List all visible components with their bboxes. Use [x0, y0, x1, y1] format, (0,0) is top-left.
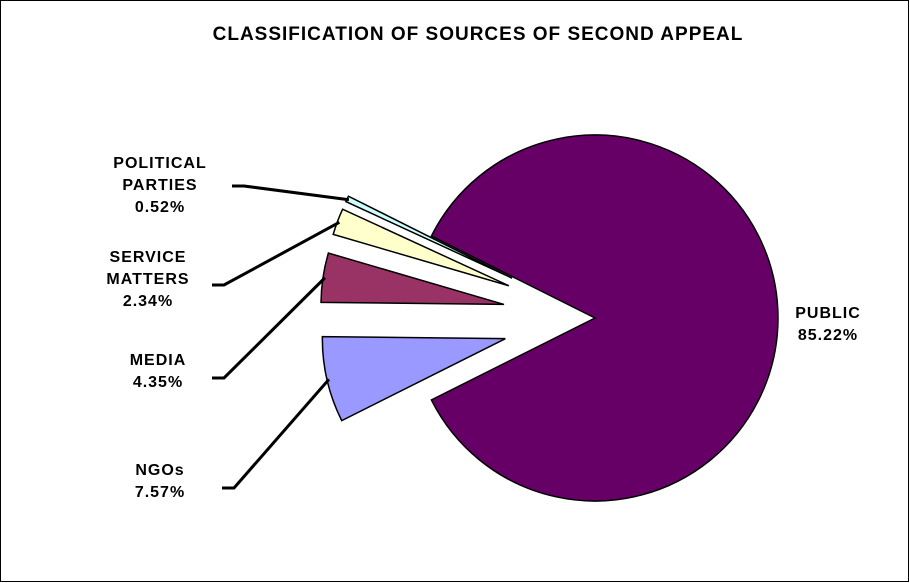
category-label: POLITICAL PARTIES	[113, 155, 207, 194]
value-label: 85.22%	[797, 327, 859, 344]
category-label: SERVICE MATTERS	[106, 249, 190, 288]
category-label: PUBLIC	[795, 305, 861, 322]
leader-line	[212, 220, 341, 287]
value-label: 0.52%	[134, 199, 186, 216]
value-label: 2.34%	[122, 293, 174, 310]
leader-line	[212, 276, 327, 380]
pie-slice	[430, 134, 779, 502]
leader-line	[222, 378, 331, 490]
value-label: 4.35%	[132, 374, 184, 391]
leader-line	[232, 184, 350, 202]
slice-label: PUBLIC 85.22%	[783, 303, 873, 347]
value-label: 7.57%	[134, 484, 186, 501]
category-label: NGOs	[135, 462, 185, 479]
slice-label: NGOs 7.57%	[105, 460, 215, 504]
category-label: MEDIA	[129, 352, 187, 369]
slice-label: SERVICE MATTERS 2.34%	[83, 247, 213, 313]
pie-slice	[320, 252, 505, 306]
chart-title: CLASSIFICATION OF SOURCES OF SECOND APPE…	[212, 24, 744, 45]
pie-slice	[332, 208, 510, 287]
slice-label: POLITICAL PARTIES 0.52%	[95, 153, 225, 219]
slice-label: MEDIA 4.35%	[103, 350, 213, 394]
